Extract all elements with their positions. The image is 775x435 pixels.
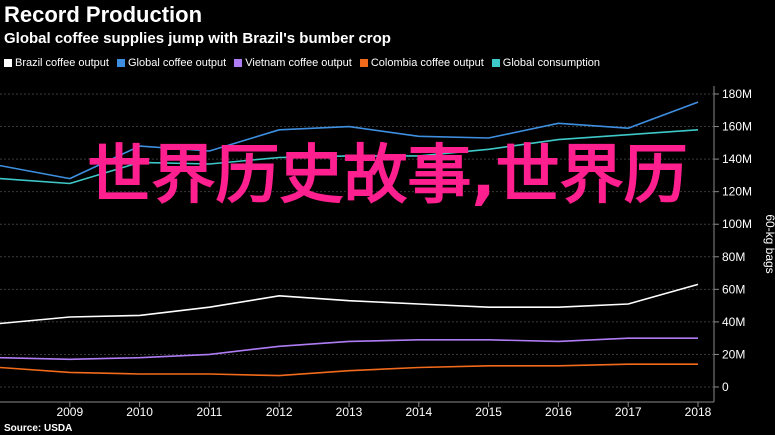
y-axis-label: 60-kg bags: [763, 214, 775, 273]
y-tick-label: 80M: [722, 250, 745, 264]
x-tick-label: 2010: [126, 405, 153, 419]
legend-item: Brazil coffee output: [4, 57, 109, 69]
series-line: [0, 129, 699, 185]
y-tick-label: 60M: [722, 282, 745, 296]
x-tick-label: 2011: [196, 405, 222, 419]
legend-swatch: [359, 59, 368, 67]
chart-subtitle: Global coffee supplies jump with Brazil'…: [4, 30, 391, 47]
x-tick-label: 2016: [545, 405, 572, 419]
legend-label: Global coffee output: [127, 57, 227, 69]
x-tick-label: 2013: [336, 405, 363, 419]
y-tick-label: 100M: [722, 217, 752, 231]
legend-swatch: [491, 59, 500, 67]
series-line: [0, 283, 699, 325]
series-line: [0, 363, 698, 377]
series-line: [0, 337, 698, 361]
x-tick-label: 2012: [266, 405, 293, 419]
y-tick-label: 180M: [722, 87, 752, 101]
legend-item: Global consumption: [491, 57, 601, 69]
legend-label: Global consumption: [502, 57, 601, 69]
y-tick-label: 140M: [722, 152, 752, 166]
legend-item: Global coffee output: [116, 57, 227, 69]
y-tick-label: 20M: [722, 347, 745, 361]
legend-swatch: [234, 59, 243, 67]
x-tick-label: 2015: [475, 405, 502, 419]
legend-swatch: [4, 59, 12, 67]
legend-item: Vietnam coffee output: [234, 57, 352, 69]
y-tick-label: 120M: [722, 185, 752, 199]
legend-label: Vietnam coffee output: [245, 57, 352, 69]
x-tick-label: 2017: [615, 405, 642, 419]
legend: Brazil coffee output Global coffee output…: [4, 57, 600, 69]
x-tick-label: 2018: [685, 405, 712, 419]
x-tick-label: 2009: [56, 405, 83, 419]
series-line: [0, 101, 699, 180]
legend-label: Brazil coffee output: [15, 57, 109, 69]
legend-swatch: [116, 59, 125, 67]
y-tick-label: 0: [722, 380, 729, 394]
x-tick-label: 2014: [405, 405, 432, 419]
chart-title: Record Production: [4, 2, 203, 27]
y-tick-label: 160M: [722, 120, 752, 134]
legend-label: Colombia coffee output: [370, 57, 484, 69]
source-note: Source: USDA: [4, 423, 73, 434]
y-tick-label: 40M: [722, 315, 745, 329]
legend-item: Colombia coffee output: [359, 57, 484, 69]
